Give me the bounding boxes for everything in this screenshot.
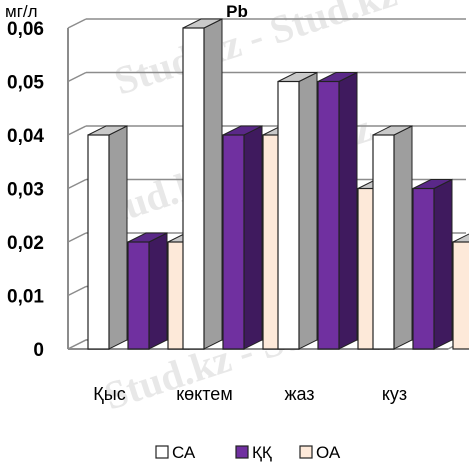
bar	[277, 71, 318, 350]
legend-item: ОА	[299, 443, 341, 462]
gridline-side	[67, 18, 87, 29]
y-tick-labels: 0 0,01 0,02 0,03 0,04 0,05 0,06	[7, 19, 44, 361]
y-tick-label: 0,05	[7, 73, 44, 94]
bar	[87, 125, 128, 350]
y-tick-label: 0	[33, 340, 44, 361]
y-tick-label: 0,04	[7, 126, 44, 147]
legend-swatch	[235, 445, 249, 459]
legend-label: СА	[172, 443, 196, 462]
gridline-side	[67, 125, 87, 136]
legend: СА ҚҚ ОА	[155, 443, 341, 462]
bar	[372, 125, 413, 350]
bar	[452, 233, 469, 350]
bar	[222, 125, 263, 350]
y-tick-label: 0,03	[7, 180, 44, 201]
y-tick-label: 0,01	[7, 287, 44, 308]
bars-layer	[87, 18, 469, 350]
legend-swatch	[155, 445, 169, 459]
y-tick-label: 0,02	[7, 233, 44, 254]
gridline-side	[67, 285, 87, 297]
x-category-labels: Қыс көктем жаз куз	[93, 384, 407, 404]
bar	[182, 18, 223, 350]
x-category-label: көктем	[176, 384, 232, 404]
gridline-side	[67, 71, 87, 83]
legend-label: ОА	[316, 443, 341, 462]
chart-title: Pb	[226, 2, 248, 21]
legend-label: ҚҚ	[252, 443, 272, 462]
legend-item: СА	[155, 443, 196, 462]
bar	[127, 232, 168, 350]
watermark-text: Stud.kz - Stud.kz	[109, 0, 402, 104]
x-category-label: куз	[382, 384, 407, 404]
x-category-label: жаз	[284, 384, 314, 404]
bar	[317, 71, 358, 350]
y-axis-unit: мг/л	[5, 2, 38, 21]
y-tick-label: 0,06	[7, 19, 44, 40]
legend-swatch	[299, 445, 313, 459]
gridline-side	[67, 232, 87, 243]
bar	[412, 178, 453, 350]
gridline-side	[67, 178, 87, 190]
legend-item: ҚҚ	[235, 443, 272, 462]
x-category-label: Қыс	[93, 384, 125, 404]
